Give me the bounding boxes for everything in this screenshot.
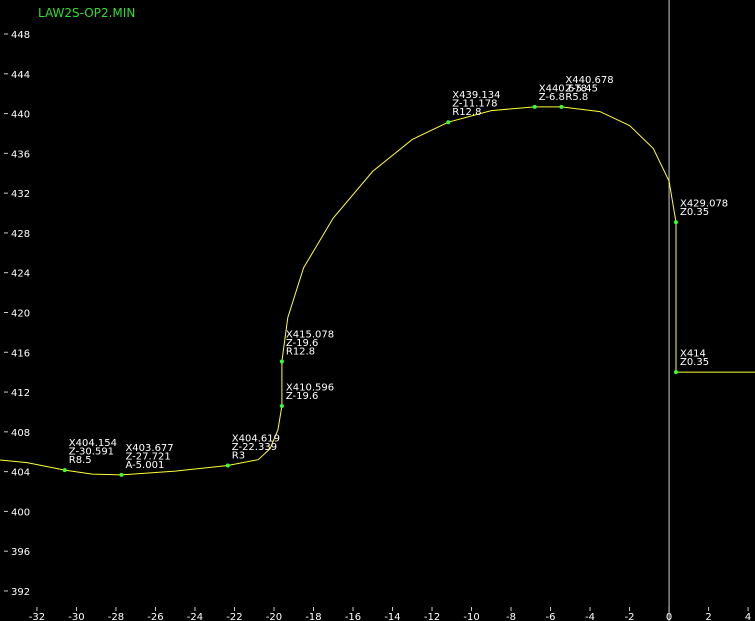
y-tick-label: 400 [11,507,30,518]
point-label: R5.8 [565,92,588,103]
point-label: X404.154 [69,438,117,449]
y-tick-label: 436 [11,149,30,160]
profile-point [673,220,678,225]
point-label: X410.596 [286,383,334,394]
y-tick-label: 412 [11,388,30,399]
point-label: X440.678 [539,83,587,94]
point-label: X404.619 [232,433,280,444]
y-tick-label: 396 [11,547,30,558]
profile-point [279,359,284,364]
y-tick-label: 420 [11,308,30,319]
point-label: Z-5.45 [565,83,598,94]
point-label: Z-27.721 [125,451,170,462]
x-tick-label: -24 [187,612,203,621]
x-tick-label: -22 [226,612,242,621]
y-tick-label: 392 [11,587,30,598]
program-title: LAW2S-OP2.MIN [38,6,135,20]
profile-point [532,104,537,109]
y-tick-label: 408 [11,428,30,439]
y-tick-label: 440 [11,110,30,121]
x-tick-label: -6 [546,612,556,621]
x-tick-label: -10 [463,612,479,621]
y-tick-label: 432 [11,189,30,200]
profile-point [673,370,678,375]
profile-point [62,468,67,473]
x-tick-label: -30 [68,612,84,621]
profile-point [119,472,124,477]
point-label: R3 [232,450,245,461]
point-label: R8.5 [69,455,92,466]
point-label: X439.134 [452,90,500,101]
y-tick-label: 404 [11,468,30,479]
point-label: R12.8 [452,107,481,118]
x-tick-label: 4 [745,612,751,621]
y-tick-label: 428 [11,229,30,240]
profile-point [446,120,451,125]
profile-point [279,404,284,409]
point-label: X414 [680,349,706,360]
x-tick-label: -18 [305,612,321,621]
point-label: X440.678 [565,75,613,86]
x-tick-label: -8 [506,612,516,621]
profile-point [225,463,230,468]
x-tick-label: -26 [147,612,163,621]
profile-point [559,104,564,109]
y-tick-label: 416 [11,348,30,359]
point-label: A-5.001 [125,460,164,471]
x-tick-label: -20 [266,612,282,621]
point-label: Z0.35 [680,207,709,218]
point-label: Z-19.6 [286,391,319,402]
x-tick-label: -28 [108,612,124,621]
y-tick-label: 444 [11,70,30,81]
x-tick-label: -4 [585,612,595,621]
x-tick-label: -12 [424,612,440,621]
tool-path [0,106,755,476]
x-tick-label: -14 [384,612,400,621]
point-label: R12.8 [286,346,315,357]
point-label: X403.677 [125,443,173,454]
point-label: Z-19.6 [286,338,319,349]
point-label: Z-22.339 [232,442,277,453]
y-tick-label: 424 [11,269,30,280]
point-label: Z-6.8 [539,92,565,103]
x-tick-label: -2 [625,612,635,621]
y-tick-label: 448 [11,30,30,41]
point-label: X429.078 [680,199,728,210]
point-label: Z-11.178 [452,99,497,110]
point-label: Z0.35 [680,357,709,368]
point-label: Z-30.591 [69,447,114,458]
point-label: X415.078 [286,329,334,340]
x-tick-label: -16 [345,612,361,621]
x-tick-label: -32 [29,612,45,621]
x-tick-label: 2 [705,612,711,621]
